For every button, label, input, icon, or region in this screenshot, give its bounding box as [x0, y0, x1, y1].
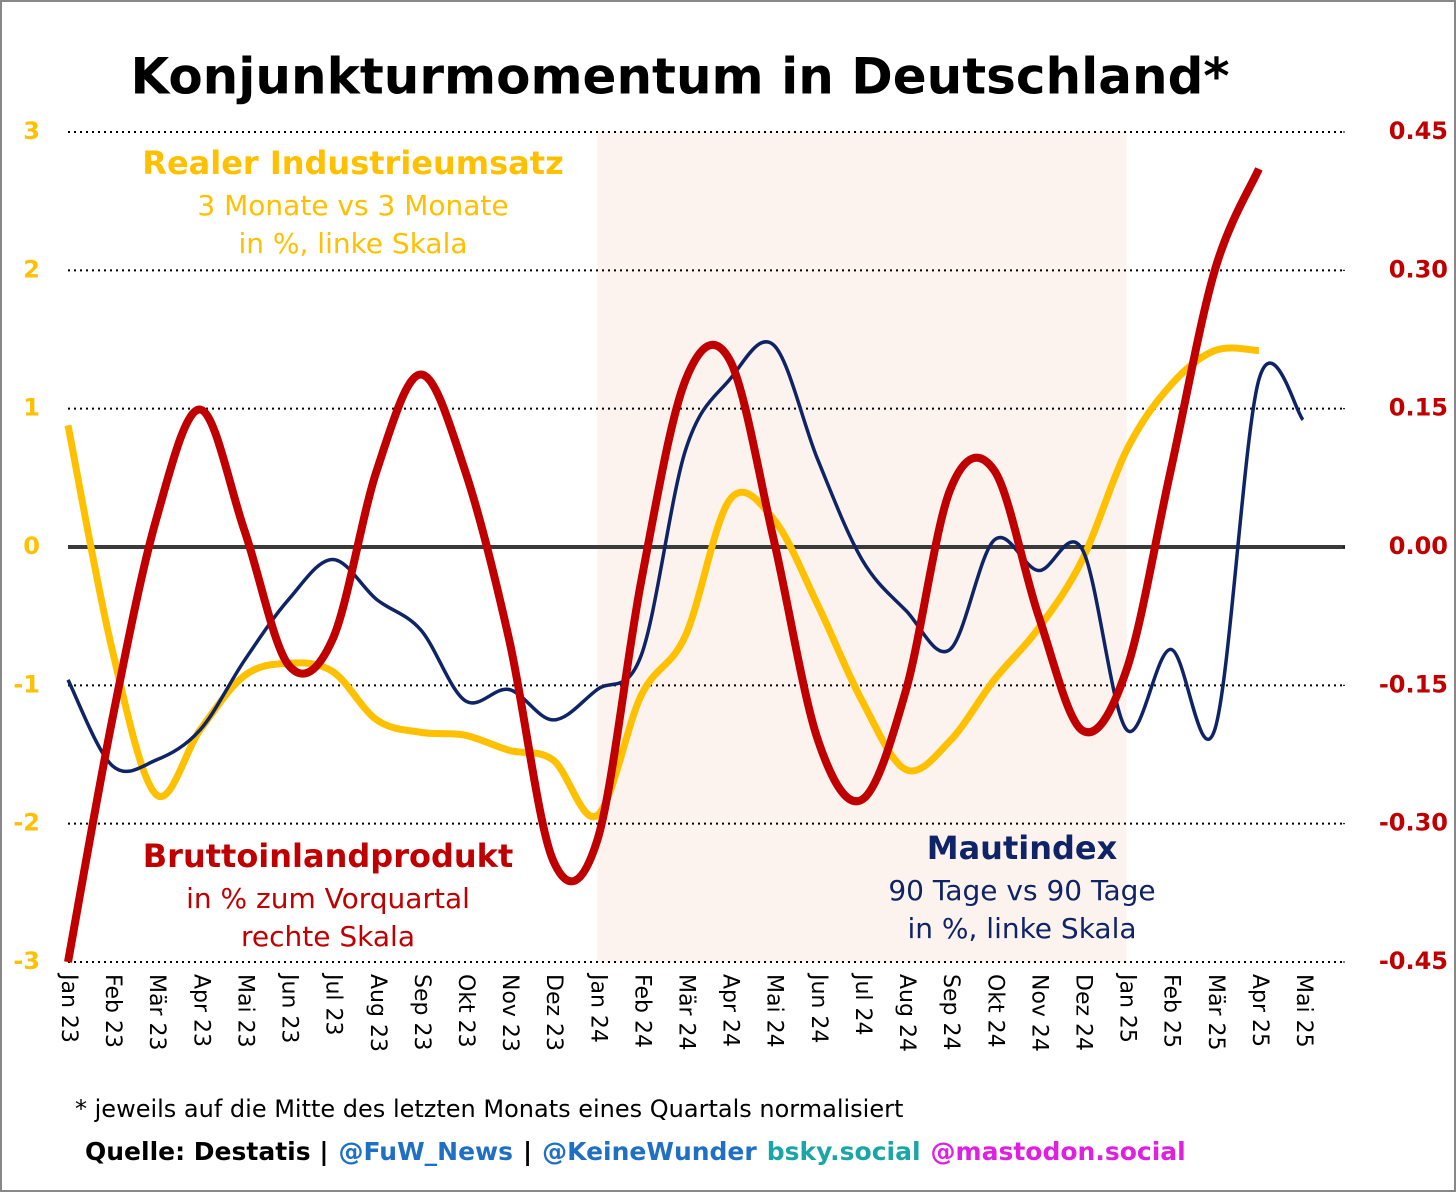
x-tick-label: Mär 24 [674, 974, 699, 1051]
source-part: @KeineWunder [542, 1137, 757, 1166]
series-line [64, 344, 1260, 821]
x-tick-label: Dez 23 [541, 974, 566, 1051]
x-tick-label: Nov 24 [1026, 974, 1051, 1052]
footnote: * jeweils auf die Mitte des letzten Mona… [75, 1095, 903, 1123]
y2-tick-label: 0.00 [1389, 532, 1448, 560]
annotation-line: rechte Skala [241, 920, 415, 953]
y-tick-label: 3 [23, 117, 40, 145]
source-part: @FuW_News [338, 1137, 513, 1166]
annotation-title: Bruttoinlandprodukt [143, 837, 513, 875]
x-tick-label: Feb 25 [1159, 974, 1184, 1048]
x-tick-label: Nov 23 [497, 974, 522, 1052]
series-line [66, 340, 1305, 774]
x-tick-label: Mai 24 [762, 974, 787, 1048]
x-tick-label: Okt 24 [982, 974, 1007, 1048]
x-tick-label: Aug 23 [365, 974, 390, 1052]
x-tick-label: Jan 23 [56, 972, 81, 1043]
x-tick-label: Jun 23 [277, 972, 302, 1043]
series-line [64, 167, 1263, 963]
y2-tick-label: -0.45 [1379, 947, 1448, 975]
y2-tick-label: -0.15 [1379, 670, 1448, 698]
annotation-title: Realer Industrieumsatz [142, 144, 563, 182]
x-tick-label: Apr 23 [188, 974, 213, 1047]
y-tick-label: 1 [23, 394, 40, 422]
x-tick-label: Aug 24 [894, 974, 919, 1052]
y-tick-label: -2 [13, 809, 40, 837]
annotation-line: in %, linke Skala [238, 227, 467, 260]
x-tick-label: Sep 23 [409, 974, 434, 1050]
source-part: bsky.social [767, 1137, 921, 1166]
y-tick-label: 2 [23, 255, 40, 283]
source: Quelle: Destatis | @FuW_News | @KeineWunder… [85, 1137, 1186, 1166]
x-tick-label: Jul 23 [321, 972, 346, 1036]
x-tick-label: Okt 23 [453, 974, 478, 1048]
x-tick-label: Apr 24 [718, 974, 743, 1047]
y-tick-label: -3 [13, 947, 40, 975]
x-tick-label: Feb 24 [629, 974, 654, 1048]
x-tick-label: Apr 25 [1247, 974, 1272, 1047]
x-tick-label: Jan 25 [1115, 972, 1140, 1043]
x-tick-label: Dez 24 [1070, 974, 1095, 1051]
chart-title: Konjunkturmomentum in Deutschland* [130, 48, 1229, 106]
x-tick-label: Feb 23 [100, 974, 125, 1048]
x-tick-label: Sep 24 [938, 974, 963, 1050]
annotation-line: in %, linke Skala [907, 912, 1136, 945]
y2-tick-label: 0.45 [1389, 117, 1448, 145]
annotation-title: Mautindex [927, 829, 1118, 867]
y-tick-label: -1 [13, 670, 40, 698]
source-part: | [523, 1137, 532, 1166]
source-part: @mastodon.social [931, 1137, 1186, 1166]
annotation-line: 90 Tage vs 90 Tage [888, 874, 1155, 907]
y2-tick-label: -0.30 [1379, 809, 1448, 837]
source-part: Quelle: Destatis | [85, 1137, 328, 1166]
x-tick-label: Jul 24 [850, 972, 875, 1036]
x-tick-label: Mai 25 [1291, 974, 1316, 1048]
y2-tick-label: 0.30 [1389, 255, 1448, 283]
x-tick-label: Jan 24 [585, 972, 610, 1043]
annotation-line: 3 Monate vs 3 Monate [197, 189, 508, 222]
annotation-line: in % zum Vorquartal [186, 882, 470, 915]
x-tick-label: Jun 24 [806, 972, 831, 1043]
x-tick-label: Mär 25 [1203, 974, 1228, 1051]
y2-tick-label: 0.15 [1389, 394, 1448, 422]
x-tick-label: Mai 23 [232, 974, 257, 1048]
y-tick-label: 0 [23, 532, 40, 560]
x-tick-label: Mär 23 [144, 974, 169, 1051]
